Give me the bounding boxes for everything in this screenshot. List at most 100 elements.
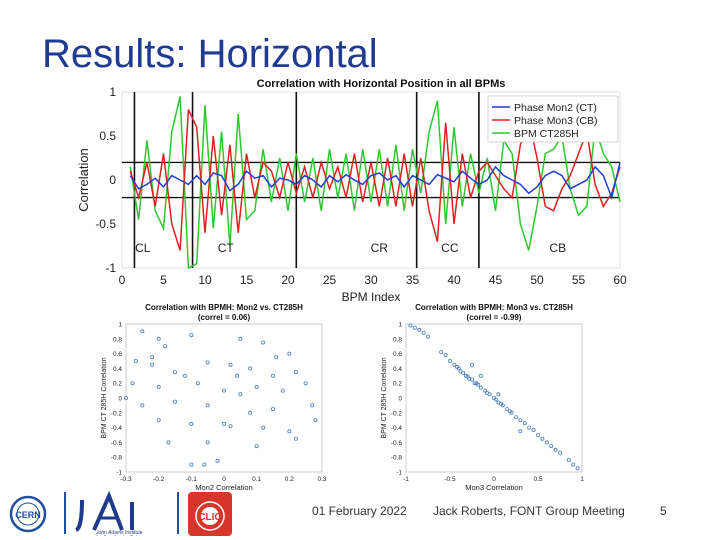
scatter-y-tick: 0.2 xyxy=(393,381,402,388)
scatter-point xyxy=(478,373,483,378)
clic-logo: CLIC xyxy=(188,492,232,536)
legend-box xyxy=(487,95,619,143)
scatter-point xyxy=(163,344,168,349)
cern-logo-text: CERN xyxy=(15,510,41,520)
scatter-point xyxy=(270,373,275,378)
scatter-y-tick: -0.8 xyxy=(391,455,403,462)
jai-logo: John Adams Institute for Accelerator Sci… xyxy=(74,490,148,536)
scatter-point xyxy=(156,384,161,389)
scatter-point xyxy=(254,444,259,449)
scatter-point xyxy=(313,418,318,423)
scatter-point xyxy=(287,429,292,434)
clic-logo-text: CLIC xyxy=(198,512,221,523)
section-label: CB xyxy=(549,241,566,255)
scatter-point xyxy=(493,397,498,402)
scatter-y-tick: -0.6 xyxy=(391,440,403,447)
scatter-x-tick: -0.2 xyxy=(153,476,165,483)
scatter-point xyxy=(476,382,481,387)
x-tick-label: 55 xyxy=(572,273,586,287)
scatter-y-tick: 0 xyxy=(118,396,122,403)
scatter-point xyxy=(549,444,554,449)
x-axis-label: BPM Index xyxy=(342,290,401,304)
legend-label: BPM CT285H xyxy=(514,128,579,140)
scatter-x-tick: 0.1 xyxy=(252,476,261,483)
scatter-x-tick: 0.3 xyxy=(317,476,326,483)
scatter-y-tick: 0 xyxy=(398,396,402,403)
scatter-subtitle: (correl = -0.99) xyxy=(467,313,522,322)
scatter-point xyxy=(553,447,558,452)
scatter-x-tick: -0.5 xyxy=(444,476,456,483)
section-label: CL xyxy=(135,241,151,255)
x-tick-label: 10 xyxy=(198,273,212,287)
logo-divider xyxy=(64,492,66,534)
scatter-point xyxy=(189,462,194,467)
scatter-point xyxy=(195,381,200,386)
cern-logo: CERN xyxy=(9,495,47,533)
scatter-point xyxy=(123,396,128,401)
scatter-point xyxy=(557,450,562,455)
scatter-point xyxy=(566,458,571,463)
scatter-title: Correlation with BPMH: Mon2 vs. CT285H xyxy=(145,303,303,312)
scatter-point xyxy=(140,403,145,408)
scatter-y-tick: 0.8 xyxy=(113,336,122,343)
scatter-point xyxy=(173,399,178,404)
scatter-subtitle: (correl = 0.06) xyxy=(198,313,251,322)
scatter-x-tick: -0.3 xyxy=(120,476,132,483)
scatter-point xyxy=(133,359,138,364)
scatter-point xyxy=(487,392,492,397)
scatter-point xyxy=(274,355,279,360)
scatter-point xyxy=(205,403,210,408)
scatter-point xyxy=(248,366,253,371)
scatter-point xyxy=(303,381,308,386)
scatter-point xyxy=(496,392,501,397)
x-tick-label: 0 xyxy=(119,273,126,287)
x-tick-label: 50 xyxy=(530,273,544,287)
scatter-point xyxy=(202,462,207,467)
scatter-point xyxy=(456,366,461,371)
scatter-point xyxy=(310,403,315,408)
y-tick-label: 1 xyxy=(109,85,116,99)
scatter-point xyxy=(544,440,549,445)
scatter-point xyxy=(280,388,285,393)
page-number: 5 xyxy=(660,504,667,518)
scatter-point xyxy=(531,427,536,432)
scatter-plot-area xyxy=(405,323,583,473)
slide-title: Results: Horizontal xyxy=(42,32,378,76)
scatter-point xyxy=(461,370,466,375)
svg-text:for Accelerator Science: for Accelerator Science xyxy=(96,535,148,536)
scatter-y-label: BPM CT 285H Correlation xyxy=(381,357,388,438)
scatter-x-label: Mon2 Correlation xyxy=(195,483,253,492)
scatter-point xyxy=(540,436,545,441)
scatter-x-tick: 0 xyxy=(222,476,226,483)
series-line-1 xyxy=(129,109,621,251)
scatter-point xyxy=(478,385,483,390)
scatter-point xyxy=(535,432,540,437)
scatter-point xyxy=(261,340,266,345)
scatter-y-tick: 0.8 xyxy=(393,336,402,343)
x-tick-label: 20 xyxy=(281,273,295,287)
scatter-y-tick: -0.4 xyxy=(111,425,123,432)
x-tick-label: 45 xyxy=(489,273,503,287)
scatter-point xyxy=(287,351,292,356)
scatter-x-label: Mon3 Correlation xyxy=(465,483,523,492)
scatter-point xyxy=(522,421,527,426)
y-tick-label: 0 xyxy=(109,173,116,187)
scatter-y-tick: -1 xyxy=(116,470,122,477)
scatter-point xyxy=(421,330,426,335)
section-label: CC xyxy=(441,241,459,255)
scatter-point xyxy=(575,466,580,471)
scatter-x-tick: 0 xyxy=(492,476,496,483)
scatter-point xyxy=(509,410,514,415)
series-line-2 xyxy=(129,96,621,270)
chart-title: Correlation with Horizontal Position in … xyxy=(257,78,506,90)
scatter-y-tick: 0.2 xyxy=(113,381,122,388)
scatter-y-tick: -0.2 xyxy=(111,410,123,417)
scatter-point xyxy=(222,388,227,393)
scatter-point xyxy=(189,421,194,426)
scatter-point xyxy=(228,424,233,429)
y-axis-label: Correlation xyxy=(76,148,91,212)
scatter-point xyxy=(527,425,532,430)
main-correlation-chart: Correlation with Horizontal Position in … xyxy=(76,78,627,304)
scatter-point xyxy=(140,329,145,334)
svg-text:John Adams Institute: John Adams Institute xyxy=(95,530,143,536)
